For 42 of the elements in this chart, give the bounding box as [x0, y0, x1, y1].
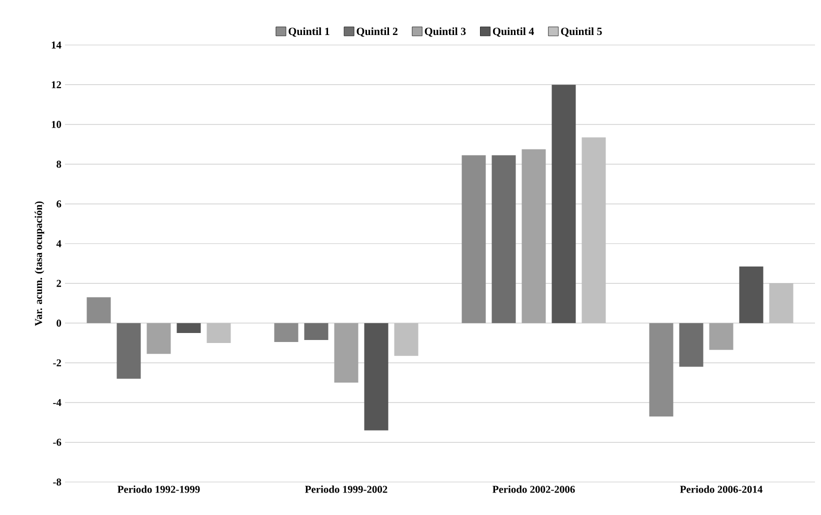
y-tick-label: 2 [56, 280, 62, 287]
bar [86, 297, 111, 324]
bar [769, 283, 794, 324]
legend-label: Quintil 5 [561, 27, 602, 37]
x-tick-label: Periodo 2002-2006 [492, 486, 575, 493]
y-tick-label: -2 [53, 359, 62, 366]
bar [206, 323, 231, 343]
y-tick-label: 0 [56, 320, 62, 327]
bar [492, 155, 516, 324]
bar [146, 323, 171, 354]
bar [649, 323, 674, 416]
bar [739, 266, 764, 324]
y-tick-label: 10 [52, 120, 62, 128]
bar [274, 323, 298, 342]
bar [304, 323, 328, 340]
bar [116, 323, 141, 379]
bar [394, 323, 418, 356]
y-tick-label: 8 [56, 160, 62, 168]
y-tick-label: 12 [52, 81, 62, 88]
bar [176, 323, 201, 334]
x-tick-label: Periodo 1999-2002 [305, 486, 388, 493]
bar [462, 155, 486, 324]
legend-label: Quintil 2 [356, 27, 398, 37]
y-tick-label: -4 [53, 399, 62, 406]
legend-label: Quintil 3 [424, 27, 466, 37]
bar [552, 84, 576, 324]
y-axis-title: Var. acum. (tasa ocupación) [34, 201, 44, 326]
legend-label: Quintil 4 [492, 27, 534, 37]
bar [679, 323, 704, 367]
bar [582, 137, 606, 324]
y-tick-label: -6 [53, 438, 62, 446]
x-tick-label: Periodo 2006-2014 [680, 486, 762, 493]
x-tick-label: Periodo 1992-1999 [118, 486, 200, 493]
legend-label: Quintil 1 [288, 27, 330, 37]
y-tick-label: 6 [56, 200, 62, 208]
y-tick-label: -8 [53, 478, 62, 486]
bar [522, 149, 546, 324]
y-tick-label: 4 [56, 240, 62, 248]
bar [334, 323, 358, 383]
bar [364, 323, 388, 430]
y-tick-label: 14 [52, 42, 62, 48]
bar [709, 323, 734, 350]
